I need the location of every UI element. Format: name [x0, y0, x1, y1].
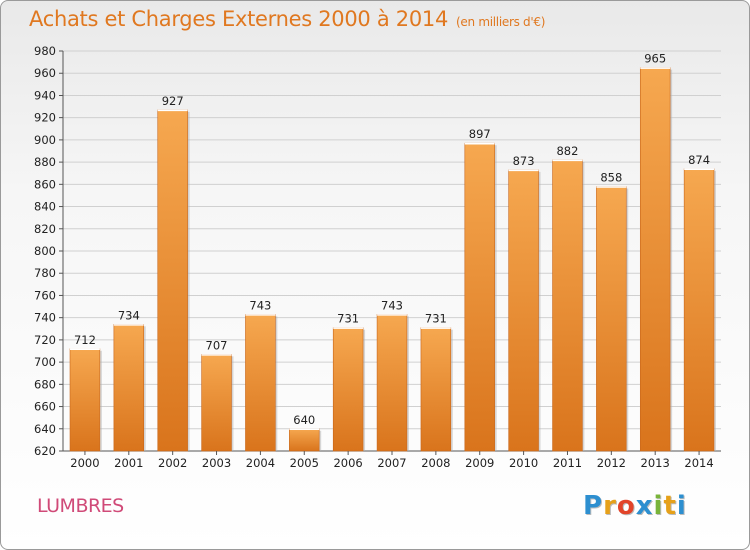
y-tick-label: 700 — [34, 355, 56, 369]
y-tick-label: 840 — [34, 200, 56, 214]
bar — [552, 159, 583, 452]
x-tick-label: 2001 — [114, 456, 143, 470]
x-tick-label: 2008 — [421, 456, 450, 470]
bar — [376, 314, 408, 452]
data-label: 712 — [74, 333, 96, 347]
x-tick-label: 2011 — [553, 456, 582, 470]
y-tick-label: 640 — [34, 422, 56, 436]
chart-title-text: Achats et Charges Externes 2000 à 2014 — [29, 7, 449, 31]
y-tick-label: 980 — [34, 44, 56, 58]
bar — [157, 109, 188, 452]
y-tick-label: 740 — [34, 311, 56, 325]
logo-letter: o — [616, 491, 636, 521]
logo-letter: x — [635, 491, 654, 521]
data-label: 874 — [688, 153, 710, 167]
y-tick-label: 920 — [34, 111, 56, 125]
data-label: 873 — [513, 154, 535, 168]
data-label: 743 — [249, 298, 271, 312]
x-tick-label: 2002 — [158, 456, 187, 470]
bar — [420, 327, 452, 452]
bar — [596, 186, 627, 452]
x-tick-label: 2003 — [202, 456, 231, 470]
data-label: 734 — [118, 308, 140, 322]
y-tick-label: 860 — [34, 177, 56, 191]
logo-letter: i — [653, 491, 664, 521]
x-tick-label: 2004 — [246, 456, 275, 470]
x-tick-label: 2013 — [641, 456, 670, 470]
data-label: 731 — [425, 312, 447, 326]
y-tick-label: 760 — [34, 288, 56, 302]
y-tick-label: 940 — [34, 88, 56, 102]
data-label: 858 — [600, 171, 622, 185]
bar — [464, 142, 495, 452]
x-tick-label: 2000 — [70, 456, 99, 470]
x-tick-labels: 2000 2001 2002 2003 2004 2005 2006 2007 2008 2009… — [70, 451, 714, 470]
y-tick-label: 800 — [34, 244, 56, 258]
bar — [683, 168, 715, 452]
logo-letter: i — [676, 491, 687, 521]
data-label: 897 — [469, 127, 491, 141]
data-label: 640 — [293, 413, 315, 427]
logo-letter: t — [663, 491, 677, 521]
y-tick-label: 680 — [34, 377, 56, 391]
logo-letter: r — [603, 491, 617, 521]
data-label: 882 — [556, 144, 578, 158]
x-tick-label: 2014 — [684, 456, 713, 470]
proxiti-logo: Proxiti — [583, 491, 687, 521]
data-labels: 712 734 927 707 743 640 731 743 731 897 873 882 858 9… — [74, 52, 710, 427]
data-label: 743 — [381, 298, 403, 312]
x-tick-label: 2012 — [597, 456, 626, 470]
bar — [113, 324, 145, 452]
data-label: 965 — [644, 52, 666, 66]
logo-letter: P — [583, 491, 604, 521]
x-tick-label: 2007 — [377, 456, 406, 470]
y-tick-label: 960 — [34, 66, 56, 80]
bar — [289, 428, 320, 452]
y-tick-label: 820 — [34, 222, 56, 236]
y-tick-label: 900 — [34, 133, 56, 147]
data-label: 731 — [337, 312, 359, 326]
commune-name: LUMBRES — [37, 495, 124, 517]
y-tick-label: 880 — [34, 155, 56, 169]
bar — [332, 327, 364, 452]
y-tick-label: 720 — [34, 333, 56, 347]
chart-subtitle: (en milliers d'€) — [456, 15, 546, 29]
data-label: 707 — [206, 338, 228, 352]
y-tick-labels: 620 640 660 680 700 720 740 760 780 800 820 840 860 8… — [34, 44, 56, 458]
bar — [201, 354, 232, 452]
x-tick-label: 2010 — [509, 456, 538, 470]
chart-title: Achats et Charges Externes 2000 à 2014 (e… — [29, 7, 545, 31]
x-tick-label: 2009 — [465, 456, 494, 470]
y-tick-label: 780 — [34, 266, 56, 280]
bar — [639, 67, 671, 452]
y-tick-label: 660 — [34, 400, 56, 414]
x-tick-label: 2005 — [290, 456, 319, 470]
bar — [245, 314, 276, 452]
bar — [508, 169, 539, 452]
x-tick-label: 2006 — [333, 456, 362, 470]
data-label: 927 — [162, 94, 184, 108]
y-tick-label: 620 — [34, 444, 56, 458]
bars — [69, 67, 716, 452]
bar — [69, 348, 101, 452]
